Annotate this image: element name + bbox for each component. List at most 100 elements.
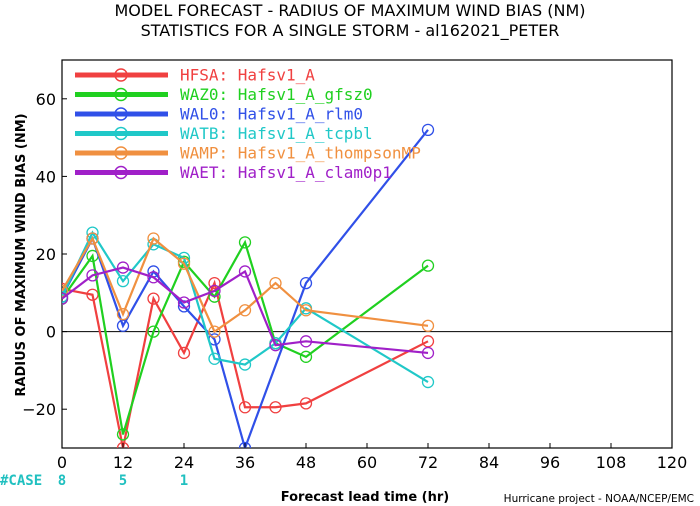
data-point	[299, 304, 313, 317]
credit-text: Hurricane project - NOAA/NCEP/EMC	[504, 493, 694, 505]
data-point	[208, 325, 221, 338]
data-point	[86, 232, 99, 245]
x-tick-label: 24	[174, 453, 194, 472]
x-tick-label: 0	[57, 453, 67, 472]
legend-label: WATB: Hafsv1_A_tcpbl	[180, 124, 373, 143]
data-point	[86, 269, 99, 282]
data-point	[421, 123, 435, 136]
x-tick-label: 12	[113, 453, 133, 472]
data-point	[269, 339, 282, 352]
case-count: 1	[180, 473, 188, 489]
data-point	[116, 275, 130, 288]
data-point	[208, 352, 221, 365]
y-tick-label: 20	[36, 245, 56, 264]
data-point	[208, 276, 221, 290]
legend-marker	[114, 87, 128, 102]
chart-title: MODEL FORECAST - RADIUS OF MAXIMUM WIND …	[114, 1, 585, 20]
series-line	[62, 129, 429, 448]
case-count: 8	[58, 473, 66, 489]
y-tick-label: −20	[22, 400, 56, 419]
data-point	[177, 346, 191, 360]
legend-item: HFSA: Hafsv1_A	[75, 66, 315, 85]
series-line	[62, 230, 429, 383]
y-axis-label: RADIUS OF MAXIMUM WIND BIAS (NM)	[14, 113, 29, 396]
data-point	[299, 350, 313, 363]
y-axis-ticks: −20 0 20 40 60	[22, 90, 67, 419]
y-tick-label: 60	[36, 90, 56, 109]
data-point	[299, 335, 313, 348]
data-point	[62, 284, 69, 298]
legend-label: WAET: Hafsv1_A_clam0p1	[180, 163, 392, 182]
series-4	[62, 226, 435, 389]
legend-marker	[114, 68, 128, 82]
data-point	[238, 265, 252, 278]
data-point	[238, 441, 252, 448]
data-point	[238, 358, 252, 371]
legend-item: WAL0: Hafsv1_A_rlm0	[75, 105, 363, 124]
data-point	[147, 292, 160, 305]
data-point	[147, 232, 160, 245]
series-line	[62, 235, 429, 334]
legend-marker	[114, 126, 128, 141]
x-tick-label: 48	[296, 453, 316, 472]
series-line	[62, 239, 429, 435]
data-point	[269, 401, 282, 414]
legend-label: WAL0: Hafsv1_A_rlm0	[180, 105, 363, 124]
x-tick-label: 36	[235, 453, 255, 472]
y-tick-label: 0	[46, 323, 56, 342]
x-tick-label: 60	[357, 453, 377, 472]
plot-area	[61, 59, 673, 449]
x-tick-label: 108	[596, 453, 627, 472]
data-point	[177, 257, 191, 270]
legend-marker	[114, 165, 128, 180]
y-tick-label: 40	[36, 167, 56, 186]
x-axis-ticks: 0 12 24 36 48 60 72 84 96 108 120	[57, 443, 687, 472]
legend-item: WATB: Hafsv1_A_tcpbl	[75, 124, 373, 143]
series-line	[62, 279, 429, 448]
data-point	[421, 346, 435, 360]
legend-marker	[114, 146, 128, 160]
legend-marker	[114, 107, 128, 121]
data-point	[238, 236, 252, 249]
series-5	[62, 232, 435, 338]
data-point	[116, 307, 130, 321]
data-point	[421, 259, 435, 272]
x-tick-label: 120	[657, 453, 688, 472]
x-axis-label: Forecast lead time (hr)	[281, 490, 449, 505]
legend-label: WAMP: Hafsv1_A_thompsonMP	[180, 144, 421, 163]
data-point	[147, 325, 160, 338]
data-point	[269, 276, 282, 290]
legend-item: WAMP: Hafsv1_A_thompsonMP	[75, 144, 421, 163]
data-point	[116, 261, 130, 274]
series-line	[62, 266, 429, 355]
data-point	[421, 319, 435, 332]
data-point	[177, 296, 191, 309]
legend-item: WAZ0: Hafsv1_A_gfsz0	[75, 85, 373, 104]
data-point	[116, 428, 130, 441]
data-point	[421, 375, 435, 389]
case-count: 5	[119, 473, 127, 489]
legend-label: HFSA: Hafsv1_A	[180, 66, 315, 85]
legend-label: WAZ0: Hafsv1_A_gfsz0	[180, 85, 373, 104]
data-point	[62, 292, 69, 305]
data-point	[86, 288, 99, 301]
legend-item: WAET: Hafsv1_A_clam0p1	[75, 163, 392, 182]
case-counts: 8 5 1	[58, 473, 188, 489]
data-point	[238, 401, 252, 414]
x-tick-label: 72	[418, 453, 438, 472]
case-count-label: #CASE	[0, 473, 42, 489]
plot-border	[61, 59, 673, 449]
data-point	[299, 397, 313, 410]
data-point	[116, 441, 130, 448]
data-point	[177, 300, 191, 313]
series-6	[62, 261, 435, 360]
data-point	[147, 271, 160, 284]
data-point	[208, 284, 221, 298]
chart-subtitle: STATISTICS FOR A SINGLE STORM - al162021…	[141, 21, 560, 41]
x-tick-label: 96	[540, 453, 560, 472]
data-point	[238, 304, 252, 317]
series-group	[62, 123, 435, 448]
x-tick-label: 84	[479, 453, 499, 472]
